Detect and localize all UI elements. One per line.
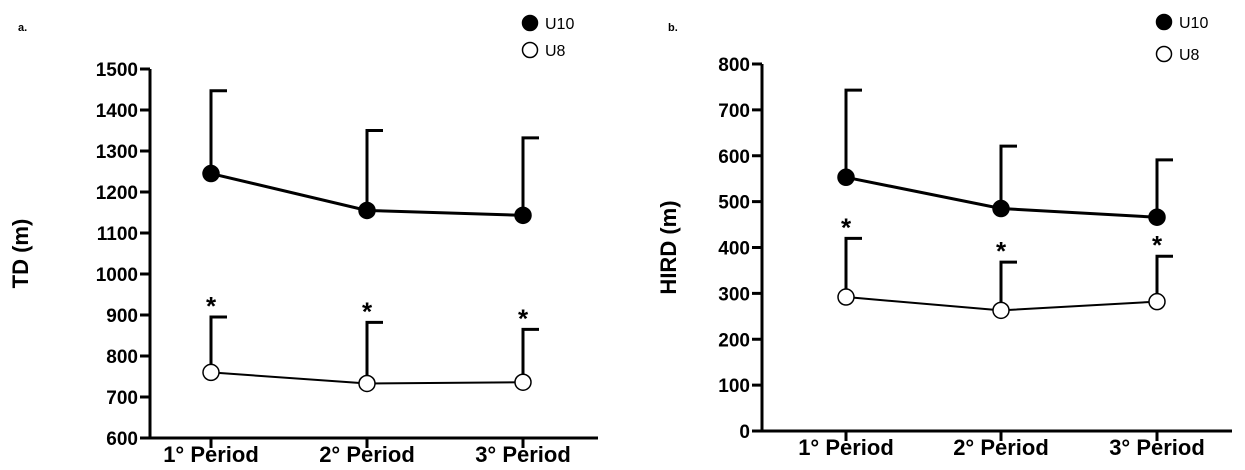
series-u10 <box>202 89 539 225</box>
y-tick-label: 500 <box>718 193 750 214</box>
y-tick-label: 0 <box>739 422 750 443</box>
data-point <box>514 206 532 225</box>
y-axis-title: TD (m) <box>8 219 33 289</box>
significance-marker: * <box>1152 230 1163 260</box>
y-tick-label: 100 <box>718 376 750 397</box>
y-tick-label: 1400 <box>96 101 138 122</box>
chart-panel-b: b. 0 100 200 300 400 500 600 700 800 1° Period 2° P… <box>656 13 1232 460</box>
y-tick-label: 800 <box>718 55 750 76</box>
series-u8: * * * <box>202 291 539 393</box>
panel-label: b. <box>668 22 678 34</box>
y-tick-label: 1200 <box>96 183 138 204</box>
series-u10 <box>837 88 1173 226</box>
y-tick-label: 400 <box>718 239 750 260</box>
data-point <box>1148 292 1166 311</box>
legend-label: U10 <box>545 16 574 33</box>
series-u8: * * * <box>837 212 1173 320</box>
data-point <box>837 288 855 306</box>
data-point <box>992 301 1010 320</box>
x-tick-label: 1° Period <box>798 435 894 460</box>
significance-marker: * <box>362 296 373 326</box>
y-tick-label: 600 <box>718 147 750 168</box>
legend-marker <box>521 14 539 32</box>
significance-marker: * <box>996 236 1007 266</box>
y-tick-label: 1300 <box>96 142 138 163</box>
data-point <box>202 164 220 183</box>
legend-marker <box>1155 13 1173 31</box>
legend-item-u10: U10 <box>1155 13 1208 32</box>
data-point <box>514 373 532 391</box>
chart-panel-a: a. 600 700 800 900 1000 1100 1200 1300 1400 1500 1°… <box>8 14 598 467</box>
data-point <box>992 199 1010 218</box>
y-tick-label: 1500 <box>96 60 138 81</box>
significance-marker: * <box>206 291 217 321</box>
x-tick-label: 1° Period <box>163 442 259 467</box>
legend-marker <box>521 41 539 59</box>
x-tick-label: 3° Period <box>1109 435 1205 460</box>
legend-item-u8: U8 <box>1155 45 1200 64</box>
x-tick-label: 2° Period <box>319 442 415 467</box>
legend-label: U10 <box>1179 15 1208 32</box>
significance-marker: * <box>518 303 529 333</box>
y-tick-label: 1100 <box>97 224 138 245</box>
y-tick-label: 900 <box>106 306 138 327</box>
y-tick-label: 700 <box>106 388 138 409</box>
legend-item-u8: U8 <box>521 41 566 60</box>
x-tick-label: 3° Period <box>475 442 571 467</box>
y-tick-label: 600 <box>106 429 138 450</box>
y-axis-title: HIRD (m) <box>656 200 681 294</box>
legend-label: U8 <box>1179 47 1200 64</box>
y-tick-label: 1000 <box>96 265 138 286</box>
legend-item-u10: U10 <box>521 14 574 33</box>
legend-marker <box>1155 45 1173 63</box>
data-point <box>837 168 855 187</box>
y-tick-label: 300 <box>718 284 750 305</box>
y-tick-label: 200 <box>718 330 750 351</box>
significance-marker: * <box>841 212 852 242</box>
data-point <box>358 201 376 220</box>
y-tick-label: 800 <box>106 347 138 368</box>
data-point <box>202 363 220 382</box>
y-tick-label: 700 <box>718 101 750 122</box>
x-tick-label: 2° Period <box>953 435 1049 460</box>
panel-label: a. <box>18 22 27 34</box>
data-point <box>358 374 376 393</box>
data-point <box>1148 208 1166 226</box>
legend-label: U8 <box>545 43 566 60</box>
